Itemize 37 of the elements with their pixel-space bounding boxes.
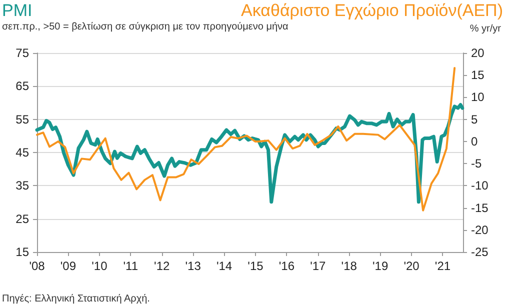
x-tick-label: '20 (404, 259, 420, 273)
y-tick-label: 45 (16, 146, 30, 160)
y-axis-title: σεπ.πρ., >50 = βελτίωση σε σύγκριση με τον προηγούμενο μήνα (2, 22, 289, 32)
y2-tick-label: -25 (471, 245, 489, 259)
x-tick-label: '08 (29, 259, 46, 273)
x-tick-label: '09 (60, 259, 76, 273)
x-tick-label: '15 (248, 259, 264, 273)
x-tick-label: '10 (92, 259, 108, 273)
y2-tick-label: 10 (471, 90, 485, 104)
x-tick-label: '19 (372, 259, 388, 273)
y-tick-label: 65 (16, 79, 30, 94)
y2-tick-label: 20 (471, 46, 485, 60)
line-series (36, 67, 456, 212)
y-tick-label: 25 (16, 212, 30, 226)
y2-tick-label: -20 (471, 222, 489, 237)
text: PMI (2, 1, 32, 20)
x-tick-label: '12 (154, 259, 170, 273)
y2-tick-label: 5 (471, 112, 478, 126)
y2-tick-label: -15 (471, 200, 489, 215)
y-tick-label: 75 (16, 46, 30, 60)
y-tick-label: 55 (16, 112, 30, 126)
y-tick-label: 15 (16, 245, 30, 259)
text: Ακαθάριστο Εγχώριο Προϊόν(ΑΕΠ) (241, 1, 504, 20)
x-tick-label: '17 (310, 259, 326, 273)
text: Πηγές: Ελληνική Στατιστική Αρχή. (2, 294, 150, 304)
y2-tick-label: -5 (471, 156, 482, 171)
x-tick-label: '13 (185, 259, 202, 273)
x-tick-label: '18 (341, 259, 358, 273)
x-tick-label: '16 (278, 259, 295, 273)
x-tick-label: '11 (123, 259, 138, 273)
y2-tick-label: 0 (471, 134, 478, 148)
y2-axis-title: % yr/yr (470, 24, 502, 34)
y2-tick-label: -10 (471, 178, 489, 193)
y2-tick-label: 15 (471, 68, 485, 82)
x-tick-label: '14 (216, 259, 232, 273)
y-tick-label: 35 (16, 178, 30, 193)
x-tick-label: '21 (434, 259, 451, 273)
